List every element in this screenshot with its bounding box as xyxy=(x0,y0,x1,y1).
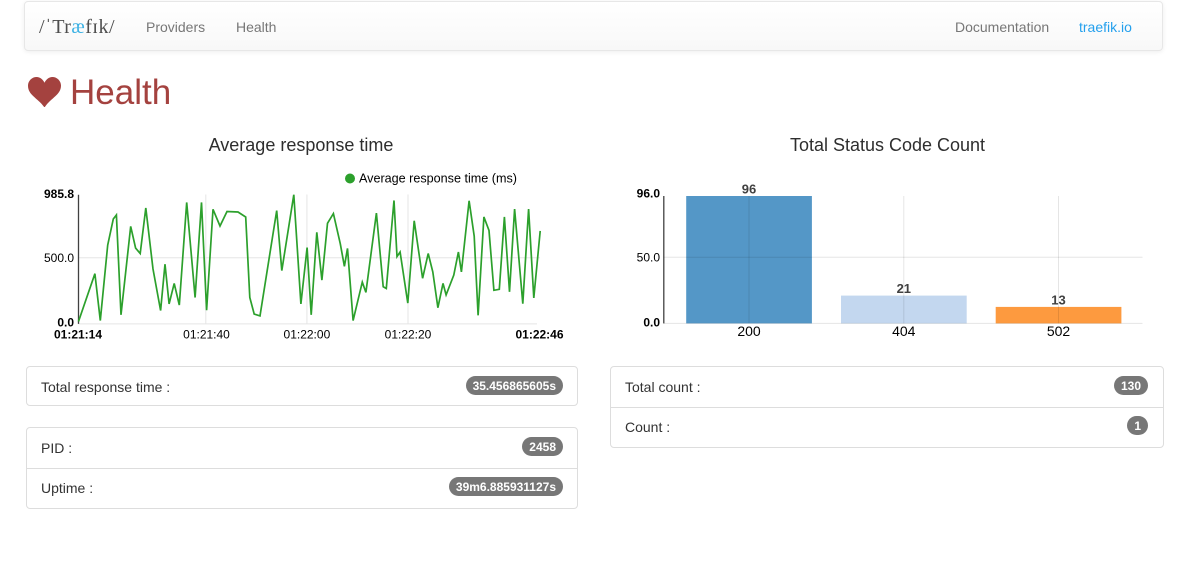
svg-text:985.8: 985.8 xyxy=(44,187,74,201)
svg-text:01:21:40: 01:21:40 xyxy=(183,328,230,342)
svg-text:96: 96 xyxy=(742,181,756,196)
svg-text:01:21:14: 01:21:14 xyxy=(54,328,102,342)
svg-text:200: 200 xyxy=(737,323,761,339)
svg-text:0.0: 0.0 xyxy=(57,316,74,330)
svg-text:50.0: 50.0 xyxy=(637,251,661,265)
svg-text:500.0: 500.0 xyxy=(44,251,74,265)
svg-text:13: 13 xyxy=(1051,292,1065,307)
svg-text:01:22:00: 01:22:00 xyxy=(284,328,331,342)
svg-text:502: 502 xyxy=(1047,323,1071,339)
svg-text:Total Status Code Count: Total Status Code Count xyxy=(790,135,985,155)
svg-text:01:22:20: 01:22:20 xyxy=(385,328,432,342)
svg-text:21: 21 xyxy=(897,281,911,296)
svg-text:Average response time: Average response time xyxy=(209,135,394,155)
svg-text:Average response time (ms): Average response time (ms) xyxy=(359,172,517,186)
svg-text:01:22:46: 01:22:46 xyxy=(515,328,563,342)
svg-text:404: 404 xyxy=(892,323,916,339)
svg-text:96.0: 96.0 xyxy=(637,187,661,201)
svg-text:0.0: 0.0 xyxy=(643,316,660,330)
